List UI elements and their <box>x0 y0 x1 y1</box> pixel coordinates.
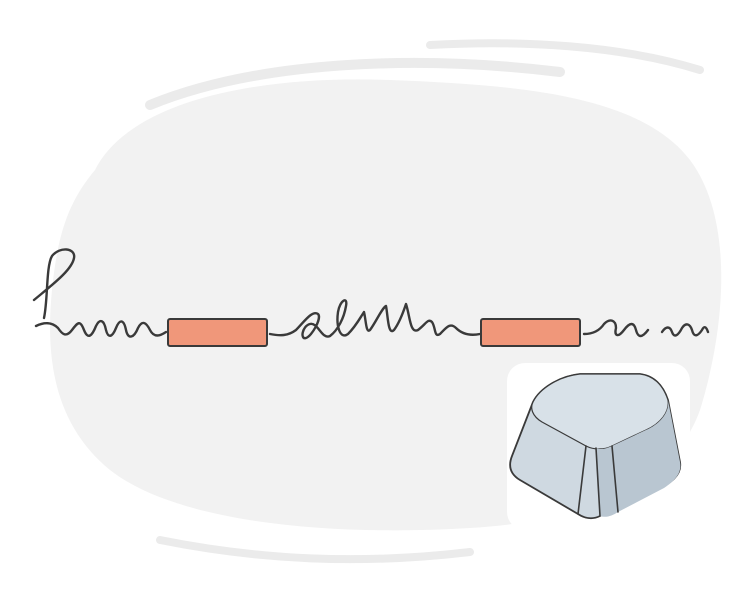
handwriting-segment-1 <box>32 248 168 338</box>
background-sweep <box>145 58 565 110</box>
keycap-edge <box>577 445 619 517</box>
handwriting <box>32 248 710 340</box>
keycap-top <box>531 373 669 450</box>
blank-box <box>167 318 268 347</box>
handwriting-segment-4 <box>660 323 710 337</box>
background-sweep <box>156 536 474 564</box>
handwriting-segment-2 <box>268 299 482 340</box>
handwriting-segment-3 <box>582 319 650 338</box>
space-key-icon <box>507 363 690 530</box>
background-sweep <box>426 39 704 74</box>
blank-box <box>480 318 581 347</box>
keycap-front <box>596 400 681 517</box>
